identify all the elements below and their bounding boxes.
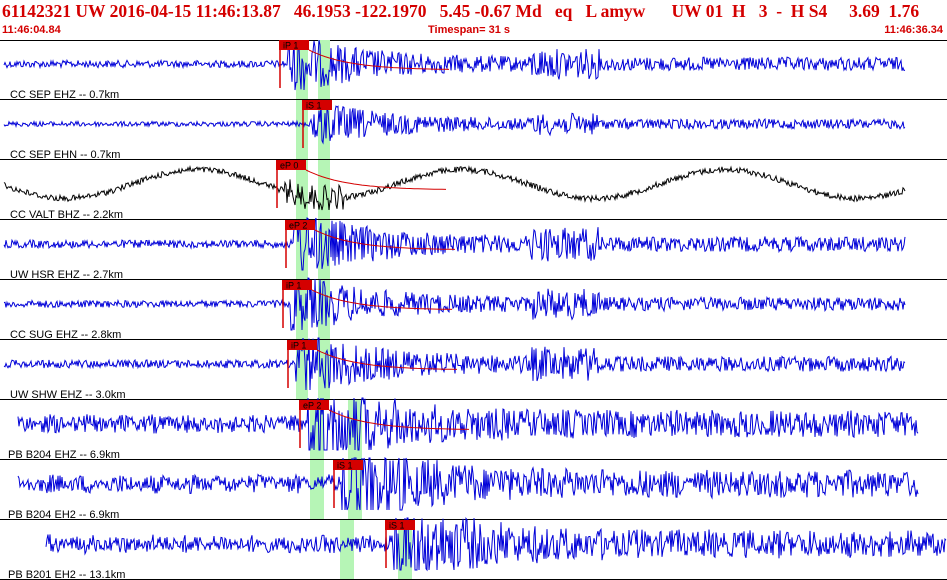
- trace-row[interactable]: iS 1 CC SEP EHN -- 0.7km: [0, 100, 947, 161]
- event-summary-line: 61142321 UW 2016-04-15 11:46:13.87 46.19…: [2, 1, 920, 21]
- trace-row[interactable]: iP 1 CC SEP EHZ -- 0.7km: [0, 40, 947, 101]
- pick-label: eP 0: [280, 161, 298, 171]
- pick-window: [340, 520, 354, 580]
- timespan-label: Timespan= 31 s: [428, 24, 511, 36]
- trace-row[interactable]: iP 1 CC SUG EHZ -- 2.8km: [0, 277, 947, 341]
- trace-row[interactable]: eP 2 PB B204 EHZ -- 6.9km: [0, 397, 947, 461]
- station-label: CC SEP EHN -- 0.7km: [10, 149, 120, 161]
- pick-label: eP 2: [289, 221, 307, 231]
- waveform: [3, 40, 906, 91]
- waveform: [3, 165, 906, 211]
- pick-label: iS 1: [306, 101, 322, 111]
- trace-row[interactable]: eP 0 CC VALT BHZ -- 2.2km: [0, 160, 947, 221]
- pick-flag: [299, 400, 329, 410]
- trace-row[interactable]: eP 2 UW HSR EHZ -- 2.7km: [0, 217, 947, 281]
- pick-window: [310, 460, 324, 520]
- coda-curve: [328, 409, 470, 430]
- pick-window: [318, 340, 330, 400]
- coda-curve: [314, 229, 456, 250]
- trace-row[interactable]: iS 1 PB B204 EH2 -- 6.9km: [0, 456, 947, 521]
- station-label: PB B204 EH2 -- 6.9km: [8, 509, 119, 521]
- waveform: [17, 456, 919, 511]
- pick-label: iS 1: [389, 521, 405, 531]
- pick-label: iP 1: [286, 281, 301, 291]
- waveform: [3, 277, 906, 331]
- pick-window: [296, 100, 308, 160]
- station-label: CC VALT BHZ -- 2.2km: [10, 209, 123, 221]
- coda-curve: [316, 349, 458, 370]
- waveform: [45, 517, 947, 572]
- waveform: [17, 397, 919, 451]
- end-time: 11:46:36.34: [884, 24, 943, 36]
- pick-label: eP 2: [303, 401, 321, 411]
- seismogram-panel[interactable]: iP 1 CC SEP EHZ -- 0.7km iS 1 CC SEP EHN --…: [0, 40, 947, 580]
- pick-flag: [285, 220, 315, 230]
- coda-curve: [305, 169, 447, 190]
- station-label: PB B204 EHZ -- 6.9km: [8, 449, 120, 461]
- waveform: [3, 217, 906, 271]
- station-label: CC SUG EHZ -- 2.8km: [10, 329, 121, 341]
- trace-row[interactable]: iP 1 UW SHW EHZ -- 3.0km: [0, 337, 947, 401]
- start-time: 11:46:04.84: [2, 24, 61, 36]
- pick-flag: [279, 40, 309, 50]
- pick-flag: [333, 460, 363, 470]
- coda-curve: [311, 289, 453, 310]
- waveform: [3, 102, 906, 145]
- station-label: PB B201 EH2 -- 13.1km: [8, 569, 125, 580]
- pick-label: iP 1: [291, 341, 306, 351]
- pick-flag: [302, 100, 332, 110]
- station-label: UW HSR EHZ -- 2.7km: [10, 269, 123, 281]
- coda-curve: [308, 49, 450, 70]
- station-label: CC SEP EHZ -- 0.7km: [10, 89, 119, 101]
- station-label: UW SHW EHZ -- 3.0km: [10, 389, 126, 401]
- pick-flag: [287, 340, 317, 350]
- pick-label: iS 1: [337, 461, 353, 471]
- trace-row[interactable]: iS 1 PB B201 EH2 -- 13.1km: [0, 517, 947, 580]
- pick-flag: [276, 160, 306, 170]
- waveform: [3, 337, 906, 391]
- pick-flag: [385, 520, 415, 530]
- pick-flag: [282, 280, 312, 290]
- pick-label: iP 1: [283, 41, 298, 51]
- event-header: 61142321 UW 2016-04-15 11:46:13.87 46.19…: [0, 0, 947, 40]
- pick-window: [296, 220, 308, 280]
